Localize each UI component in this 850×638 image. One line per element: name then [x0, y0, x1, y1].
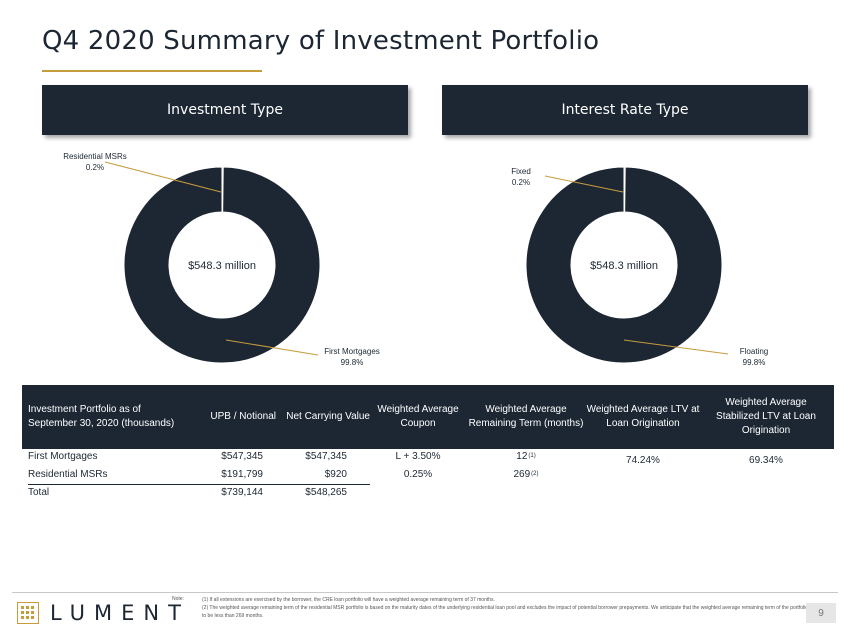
row-name: First Mortgages [28, 450, 98, 462]
page-number: 9 [806, 603, 836, 623]
floating-label: Floating 99.8% [726, 346, 782, 368]
title-underline [42, 70, 262, 72]
slice-value: 99.8% [742, 358, 766, 367]
residential-msrs-label: Residential MSRs 0.2% [52, 151, 138, 173]
header-stabilized-ltv: Weighted Average Stabilized LTV at Loan … [716, 397, 816, 436]
interest-rate-type-donut: $548.3 million [525, 166, 723, 364]
row-name: Residential MSRs [28, 468, 108, 480]
footnote-1: (1) If all extensions are exercised by t… [202, 597, 495, 603]
term-value: 269 [513, 468, 531, 480]
row-term: 12 (1) [466, 447, 586, 465]
portfolio-table-header: Investment Portfolio as of September 30,… [22, 385, 834, 449]
interest-rate-type-header: Interest Rate Type [442, 85, 808, 135]
lument-logo-icon [17, 602, 39, 624]
header-net-carrying-value: Net Carrying Value [286, 411, 370, 422]
donut-center-label: $548.3 million [188, 260, 256, 272]
header-upb: UPB / Notional [210, 411, 276, 422]
slice-value: 0.2% [85, 163, 105, 172]
row-ncv: $920 [324, 468, 347, 480]
note-label: Note: [172, 596, 184, 602]
slice-label: First Mortgages [324, 347, 380, 356]
row-name: Total [28, 486, 50, 498]
investment-type-donut: $548.3 million [123, 166, 321, 364]
row-coupon: 0.25% [403, 468, 433, 480]
header-remaining-term: Weighted Average Remaining Term (months) [468, 404, 584, 429]
row-upb: $739,144 [221, 486, 263, 498]
term-footnote: (2) [531, 471, 539, 477]
total-rule [28, 484, 370, 485]
footnote-2: (2) The weighted average remaining term … [202, 605, 808, 619]
lument-logo-text: LUMENT [50, 601, 190, 625]
row-ncv: $547,345 [305, 450, 347, 462]
row-ncv: $548,265 [305, 486, 347, 498]
first-mortgages-label: First Mortgages 99.8% [312, 346, 392, 368]
slice-label: Residential MSRs [63, 152, 127, 161]
slice-label: Floating [739, 347, 769, 356]
fixed-label: Fixed 0.2% [500, 166, 542, 188]
footnotes: (1) If all extensions are exercised by t… [202, 596, 812, 620]
term-footnote: (1) [528, 453, 536, 459]
row-upb: $547,345 [221, 450, 263, 462]
slice-value: 99.8% [340, 358, 364, 367]
term-value: 12 [516, 450, 528, 462]
investment-type-header: Investment Type [42, 85, 408, 135]
stabilized-ltv-value: 69.34% [749, 454, 783, 466]
slice-value: 0.2% [511, 178, 531, 187]
page-title: Q4 2020 Summary of Investment Portfolio [42, 26, 600, 56]
ltv-value: 74.24% [626, 454, 660, 466]
table-row: First Mortgages $547,345 $547,345 L + 3.… [22, 447, 834, 465]
header-portfolio: Investment Portfolio as of September 30,… [28, 404, 175, 429]
table-row: Residential MSRs $191,799 $920 0.25% 269… [22, 465, 834, 483]
footer-rule [12, 592, 838, 593]
donut-center-label: $548.3 million [590, 260, 658, 272]
slice-label: Fixed [511, 167, 531, 176]
header-coupon: Weighted Average Coupon [377, 404, 459, 429]
row-term: 269 (2) [466, 465, 586, 483]
header-ltv: Weighted Average LTV at Loan Origination [586, 404, 700, 429]
row-coupon: L + 3.50% [395, 450, 441, 462]
row-upb: $191,799 [221, 468, 263, 480]
table-row-total: Total $739,144 $548,265 [22, 483, 834, 501]
